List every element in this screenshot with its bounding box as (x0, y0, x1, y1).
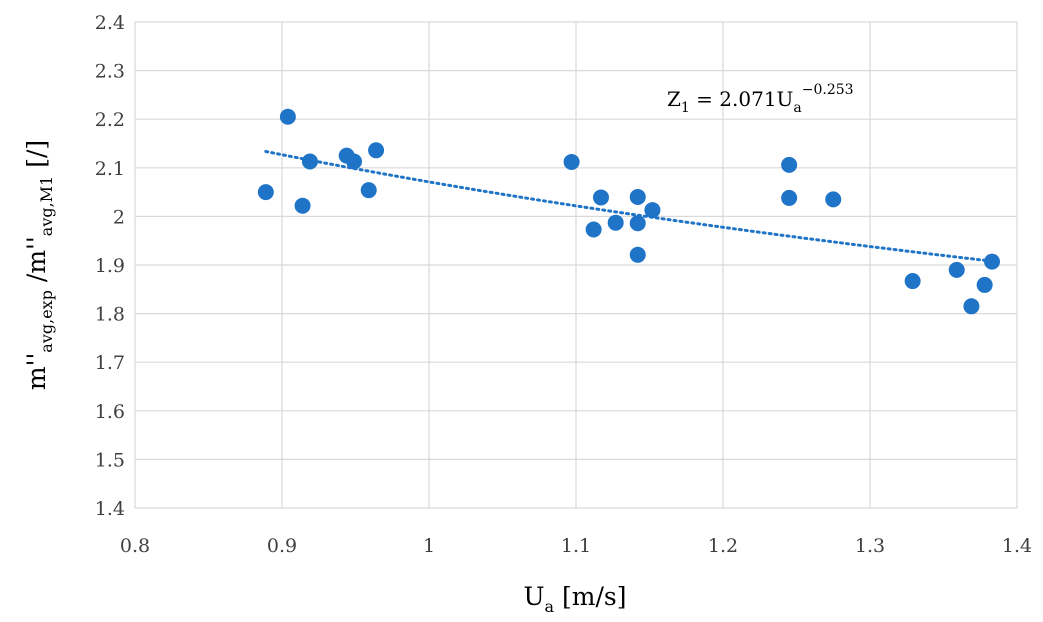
x-tick-label: 0.8 (120, 535, 150, 557)
x-axis-label: Ua [m/s] (523, 582, 626, 616)
data-point (644, 202, 661, 219)
y-tick-label: 1.6 (95, 401, 125, 423)
data-point (629, 246, 646, 263)
x-tick-label: 1.2 (708, 535, 738, 557)
y-tick-label: 2.4 (95, 12, 125, 34)
tick-labels: 1.4 1.5 1.6 1.7 1.8 1.9 2 2.1 2.2 2.3 2.4 0.8 0.9 1 1.… (95, 12, 1032, 557)
data-point (629, 188, 646, 205)
data-point (294, 197, 311, 214)
y-tick-label: 1.7 (95, 352, 125, 374)
data-point (948, 261, 965, 278)
data-point (781, 189, 798, 206)
data-point (346, 153, 363, 170)
power-trendline (264, 149, 994, 263)
y-axis-label: m''avg,exp /m''avg,M1 [/] (22, 140, 56, 390)
x-tick-label: 0.9 (267, 535, 297, 557)
data-point (368, 142, 385, 159)
data-points (257, 108, 1001, 315)
data-point (585, 221, 602, 238)
y-tick-label: 1.9 (95, 255, 125, 277)
data-point (301, 153, 318, 170)
data-point (825, 191, 842, 208)
x-tick-label: 1.1 (561, 535, 591, 557)
grid-lines (134, 21, 1018, 509)
y-tick-label: 1.8 (95, 304, 125, 326)
trendline-layer (264, 149, 994, 263)
x-tick-label: 1.4 (1002, 535, 1032, 557)
data-point (607, 214, 624, 231)
data-point (592, 189, 609, 206)
y-tick-label: 2 (113, 206, 125, 228)
data-point (279, 108, 296, 125)
data-point (963, 298, 980, 315)
data-point (984, 253, 1001, 270)
data-point (360, 182, 377, 199)
data-point (904, 273, 921, 290)
trendline-equation: Z1 = 2.071Ua−0.253 (667, 82, 854, 116)
data-point (629, 215, 646, 232)
data-point (257, 184, 274, 201)
data-point (781, 156, 798, 173)
y-tick-label: 2.1 (95, 158, 125, 180)
y-tick-label: 2.2 (95, 109, 125, 131)
y-tick-label: 2.3 (95, 61, 125, 83)
x-tick-label: 1 (423, 535, 435, 557)
data-point (563, 153, 580, 170)
y-tick-label: 1.4 (95, 498, 125, 520)
x-tick-label: 1.3 (855, 535, 885, 557)
data-point (976, 276, 993, 293)
y-tick-label: 1.5 (95, 449, 125, 471)
